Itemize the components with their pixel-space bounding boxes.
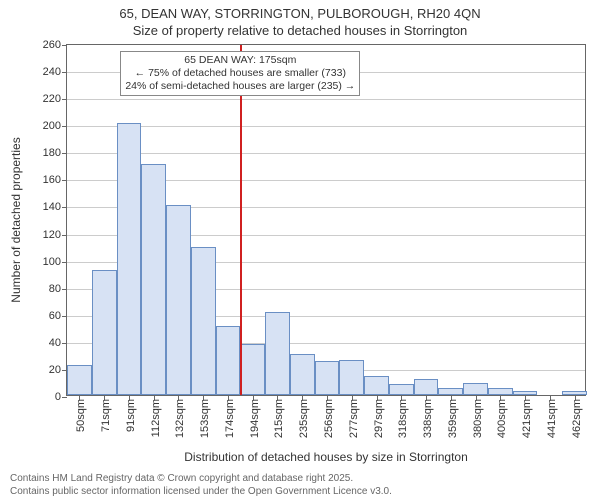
y-tick-label: 200 <box>43 120 67 132</box>
x-tick-label: 338sqm <box>422 399 434 438</box>
grid-line <box>67 153 585 154</box>
title-line-2: Size of property relative to detached ho… <box>0 23 600 40</box>
titles: 65, DEAN WAY, STORRINGTON, PULBOROUGH, R… <box>0 0 600 40</box>
bar <box>67 365 92 395</box>
annotation-line: 65 DEAN WAY: 175sqm <box>125 54 355 67</box>
y-tick-label: 180 <box>43 147 67 159</box>
bar <box>290 354 315 395</box>
x-tick-label: 112sqm <box>150 399 162 437</box>
bar <box>488 388 513 395</box>
footer-line-1: Contains HM Land Registry data © Crown c… <box>10 473 392 486</box>
y-tick-label: 140 <box>43 201 67 213</box>
bar <box>191 247 216 395</box>
y-tick-label: 100 <box>43 256 67 268</box>
x-tick-label: 256sqm <box>323 399 335 438</box>
x-tick-label: 194sqm <box>249 399 261 438</box>
x-tick-label: 71sqm <box>100 399 112 432</box>
y-tick-label: 260 <box>43 39 67 51</box>
x-tick-label: 277sqm <box>348 399 360 438</box>
bar <box>315 361 340 395</box>
bar <box>389 384 414 395</box>
x-tick-label: 297sqm <box>373 399 385 438</box>
bar <box>339 360 364 395</box>
bar <box>216 326 241 395</box>
grid-line <box>67 126 585 127</box>
bar <box>166 205 191 395</box>
y-tick-label: 60 <box>49 310 67 322</box>
y-tick-label: 20 <box>49 364 67 376</box>
x-tick-label: 91sqm <box>125 399 137 432</box>
bar <box>265 312 290 395</box>
plot-area: 02040608010012014016018020022024026050sq… <box>66 44 586 396</box>
bar <box>117 123 142 395</box>
y-axis-label: Number of detached properties <box>9 137 23 302</box>
y-tick-label: 240 <box>43 66 67 78</box>
x-tick-label: 174sqm <box>224 399 236 438</box>
x-axis-label: Distribution of detached houses by size … <box>184 450 468 464</box>
x-tick-label: 153sqm <box>199 399 211 438</box>
y-tick-label: 0 <box>55 391 67 403</box>
bar <box>364 376 389 395</box>
bar <box>414 379 439 395</box>
bar <box>463 383 488 395</box>
x-tick-label: 215sqm <box>273 399 285 438</box>
annotation-box: 65 DEAN WAY: 175sqm← 75% of detached hou… <box>120 51 360 96</box>
x-tick-label: 421sqm <box>521 399 533 438</box>
bar <box>92 270 117 395</box>
title-line-1: 65, DEAN WAY, STORRINGTON, PULBOROUGH, R… <box>0 6 600 23</box>
y-tick-label: 80 <box>49 283 67 295</box>
y-tick-label: 40 <box>49 337 67 349</box>
footer-line-2: Contains public sector information licen… <box>10 486 392 499</box>
bar <box>141 164 166 396</box>
marker-line <box>240 45 242 395</box>
x-tick-label: 400sqm <box>496 399 508 438</box>
x-tick-label: 235sqm <box>298 399 310 438</box>
y-tick-label: 160 <box>43 174 67 186</box>
chart-container: 65, DEAN WAY, STORRINGTON, PULBOROUGH, R… <box>0 0 600 500</box>
annotation-line: 24% of semi-detached houses are larger (… <box>125 80 355 93</box>
x-tick-label: 132sqm <box>174 399 186 438</box>
x-tick-label: 462sqm <box>571 399 583 438</box>
annotation-line: ← 75% of detached houses are smaller (73… <box>125 67 355 80</box>
grid-line <box>67 99 585 100</box>
y-tick-label: 220 <box>43 93 67 105</box>
bar <box>438 388 463 395</box>
x-tick-label: 380sqm <box>472 399 484 438</box>
x-tick-label: 318sqm <box>397 399 409 438</box>
x-tick-label: 441sqm <box>546 399 558 438</box>
footer: Contains HM Land Registry data © Crown c… <box>10 473 392 498</box>
x-tick-label: 50sqm <box>75 399 87 432</box>
bar <box>240 344 265 395</box>
x-tick-label: 359sqm <box>447 399 459 438</box>
y-tick-label: 120 <box>43 229 67 241</box>
